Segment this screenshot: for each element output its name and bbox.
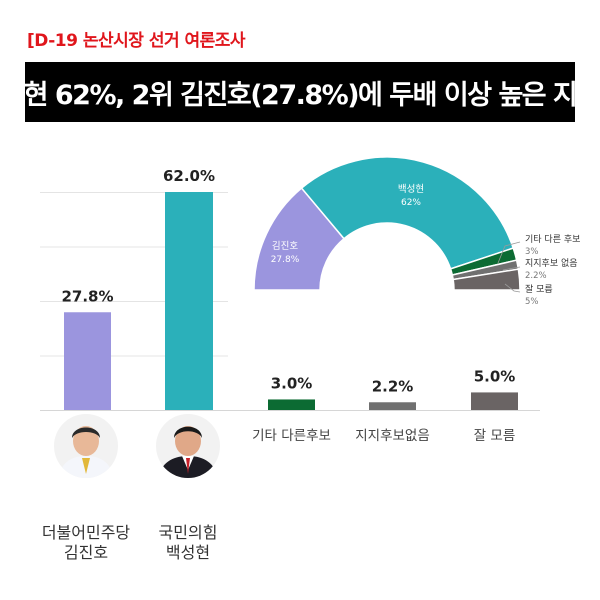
donut-label-2: 기타 다른 후보 — [525, 234, 580, 245]
donut-slice-1 — [300, 156, 515, 270]
bar-category-label-4: 잘 모름 — [474, 428, 516, 444]
candidate-kim-name: 김진호 — [63, 543, 109, 562]
donut-label-4: 잘 모름 — [525, 283, 553, 295]
bar-value-label-2: 3.0% — [271, 374, 313, 392]
bar-value-label-0: 27.8% — [61, 287, 113, 305]
bar-category-label-3: 지지후보없음 — [355, 428, 430, 444]
donut-value-3: 2.2% — [525, 271, 547, 281]
donut-leader-3 — [502, 266, 521, 271]
candidate-baek-label: 국민의힘 백성현 — [138, 523, 238, 563]
donut-value-1: 62% — [401, 198, 421, 208]
bar-value-label-1: 62.0% — [163, 167, 215, 185]
donut-label-0: 김진호 — [272, 240, 298, 252]
kicker-text: D-19 논산시장 선거 여론조사 — [34, 31, 246, 51]
candidate-baek-portrait-icon — [156, 414, 220, 478]
donut-value-2: 3% — [525, 247, 539, 257]
donut-value-0: 27.8% — [271, 255, 300, 265]
bar-value-label-3: 2.2% — [372, 377, 414, 395]
candidate-kim-portrait-icon — [54, 414, 118, 478]
donut-label-1: 백성현 — [398, 184, 424, 195]
donut-leader-4 — [504, 283, 521, 293]
bar-2 — [268, 399, 315, 410]
donut-leader-2 — [497, 241, 521, 264]
bar-value-label-4: 5.0% — [474, 367, 516, 385]
donut-slice-4 — [452, 268, 521, 291]
candidate-kim-party: 더불어민주당 — [41, 523, 131, 542]
candidate-baek-party: 국민의힘 — [158, 523, 218, 542]
headline-text: 백성현 62%, 2위 김진호(27.8%)에 두배 이상 높은 지지도 — [0, 79, 600, 111]
candidate-baek-name: 백성현 — [165, 543, 211, 562]
bar-4 — [471, 392, 518, 410]
bar-category-label-2: 기타 다른후보 — [252, 428, 331, 444]
candidate-kim-label: 더불어민주당 김진호 — [36, 523, 136, 563]
headline-banner: 백성현 62%, 2위 김진호(27.8%)에 두배 이상 높은 지지도 — [0, 62, 600, 122]
bar-0 — [64, 312, 111, 410]
kicker-title: [D-19 논산시장 선거 여론조사 — [27, 26, 246, 51]
bar-3 — [369, 402, 416, 410]
bar-1 — [165, 192, 213, 410]
donut-label-3: 지지후보 없음 — [525, 258, 578, 269]
kicker-bracket: [ — [27, 31, 35, 51]
donut-value-4: 5% — [525, 297, 539, 307]
